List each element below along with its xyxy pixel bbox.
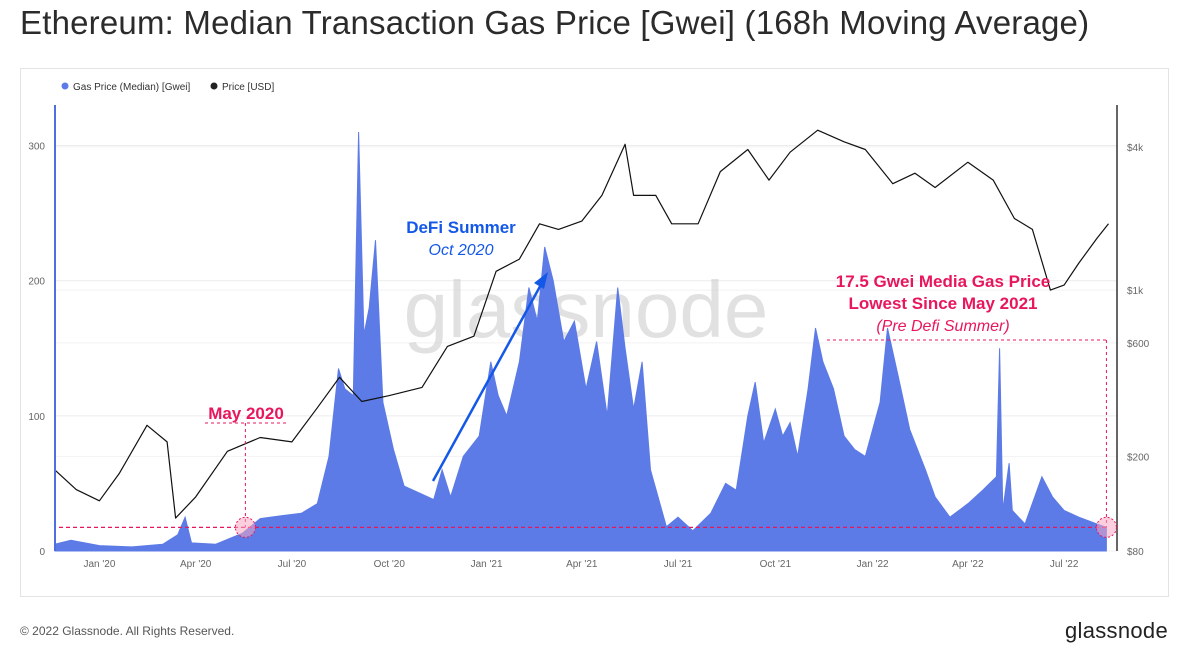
x-tick-label: Apr '22 [952,559,984,570]
y-left-tick-label: 300 [28,142,45,153]
x-tick-label: Oct '21 [760,559,792,570]
legend-label: Gas Price (Median) [Gwei] [73,82,190,93]
low-gas-label-line3: (Pre Defi Summer) [876,318,1009,335]
chart-panel: glassnode 0 100 200 300 $80 $200 $600 $1k $4k Jan … [20,68,1169,597]
price-usd-line [54,129,1109,519]
y-right-tick-label: $600 [1127,339,1150,350]
x-tick-label: Jan '21 [471,559,503,570]
defi-summer-date: Oct 2020 [429,242,494,259]
defi-summer-title: DeFi Summer [406,218,516,237]
copyright-footer: © 2022 Glassnode. All Rights Reserved. [20,624,235,638]
may2020-highlight-circle [234,516,256,538]
y-left-tick-label: 200 [28,277,45,288]
legend: Gas Price (Median) [Gwei] Price [USD] [61,82,274,93]
legend-marker [61,82,69,90]
y-left-tick-label: 100 [28,412,45,423]
x-tick-label: Oct '20 [374,559,406,570]
watermark: glassnode [404,265,769,354]
chart-title: Ethereum: Median Transaction Gas Price [… [20,4,1090,41]
x-tick-label: Apr '21 [566,559,598,570]
x-tick-label: Jan '20 [83,559,115,570]
y-right-tick-label: $1k [1127,286,1144,297]
low-gas-label-line1: 17.5 Gwei Media Gas Price [836,272,1051,291]
x-tick-label: Jul '22 [1050,559,1079,570]
low-gas-highlight-circle [1095,516,1117,538]
x-tick-label: Jan '22 [857,559,889,570]
y-left-tick-label: 0 [39,547,45,558]
x-tick-label: Jul '20 [278,559,307,570]
y-right-tick-label: $200 [1127,452,1150,463]
gas-price-area [54,131,1107,552]
legend-label: Price [USD] [222,82,274,93]
defi-arrow-head [534,272,548,289]
y-right-tick-label: $4k [1127,143,1144,154]
x-tick-label: Apr '20 [180,559,212,570]
y-right-tick-label: $80 [1127,547,1144,558]
x-tick-label: Jul '21 [664,559,693,570]
legend-marker [210,82,218,90]
chart-svg: glassnode 0 100 200 300 $80 $200 $600 $1k $4k Jan … [28,82,1150,570]
defi-arrow-shaft [431,280,545,482]
may2020-label: May 2020 [208,404,284,423]
brand-logo[interactable]: glassnode [1065,618,1168,643]
low-gas-label-line2: Lowest Since May 2021 [849,294,1038,313]
